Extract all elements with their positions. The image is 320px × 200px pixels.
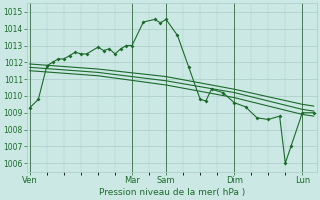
X-axis label: Pression niveau de la mer( hPa ): Pression niveau de la mer( hPa ) (99, 188, 245, 197)
